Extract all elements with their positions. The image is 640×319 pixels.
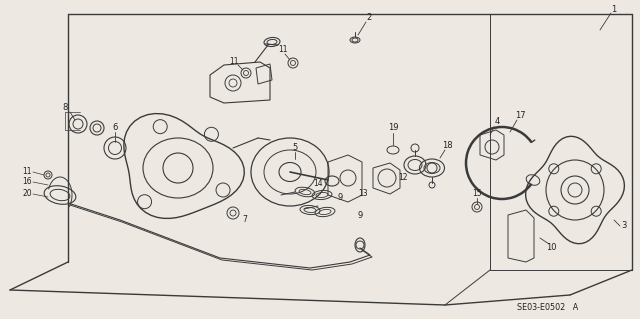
Text: 15: 15 [472, 189, 482, 198]
Text: 16: 16 [22, 177, 32, 187]
Text: 11: 11 [22, 167, 32, 176]
Text: 12: 12 [398, 174, 408, 182]
Text: 9: 9 [357, 211, 363, 219]
Text: 5: 5 [292, 144, 298, 152]
Text: 14: 14 [313, 179, 323, 188]
Text: 11: 11 [278, 46, 288, 55]
Text: 3: 3 [621, 221, 627, 231]
Text: 7: 7 [243, 216, 248, 225]
Text: 2: 2 [366, 13, 372, 23]
Text: 18: 18 [442, 140, 452, 150]
Text: SE03-E0502   A: SE03-E0502 A [517, 303, 579, 313]
Text: 20: 20 [22, 189, 32, 198]
Text: 19: 19 [388, 123, 398, 132]
Text: 4: 4 [494, 117, 500, 127]
Text: 8: 8 [62, 103, 68, 113]
Text: 17: 17 [515, 110, 525, 120]
Text: 1: 1 [611, 5, 616, 14]
Text: 6: 6 [112, 123, 118, 132]
Text: 13: 13 [358, 189, 368, 197]
Text: 9: 9 [337, 194, 342, 203]
Text: 10: 10 [546, 243, 556, 253]
Text: 11: 11 [229, 57, 239, 66]
